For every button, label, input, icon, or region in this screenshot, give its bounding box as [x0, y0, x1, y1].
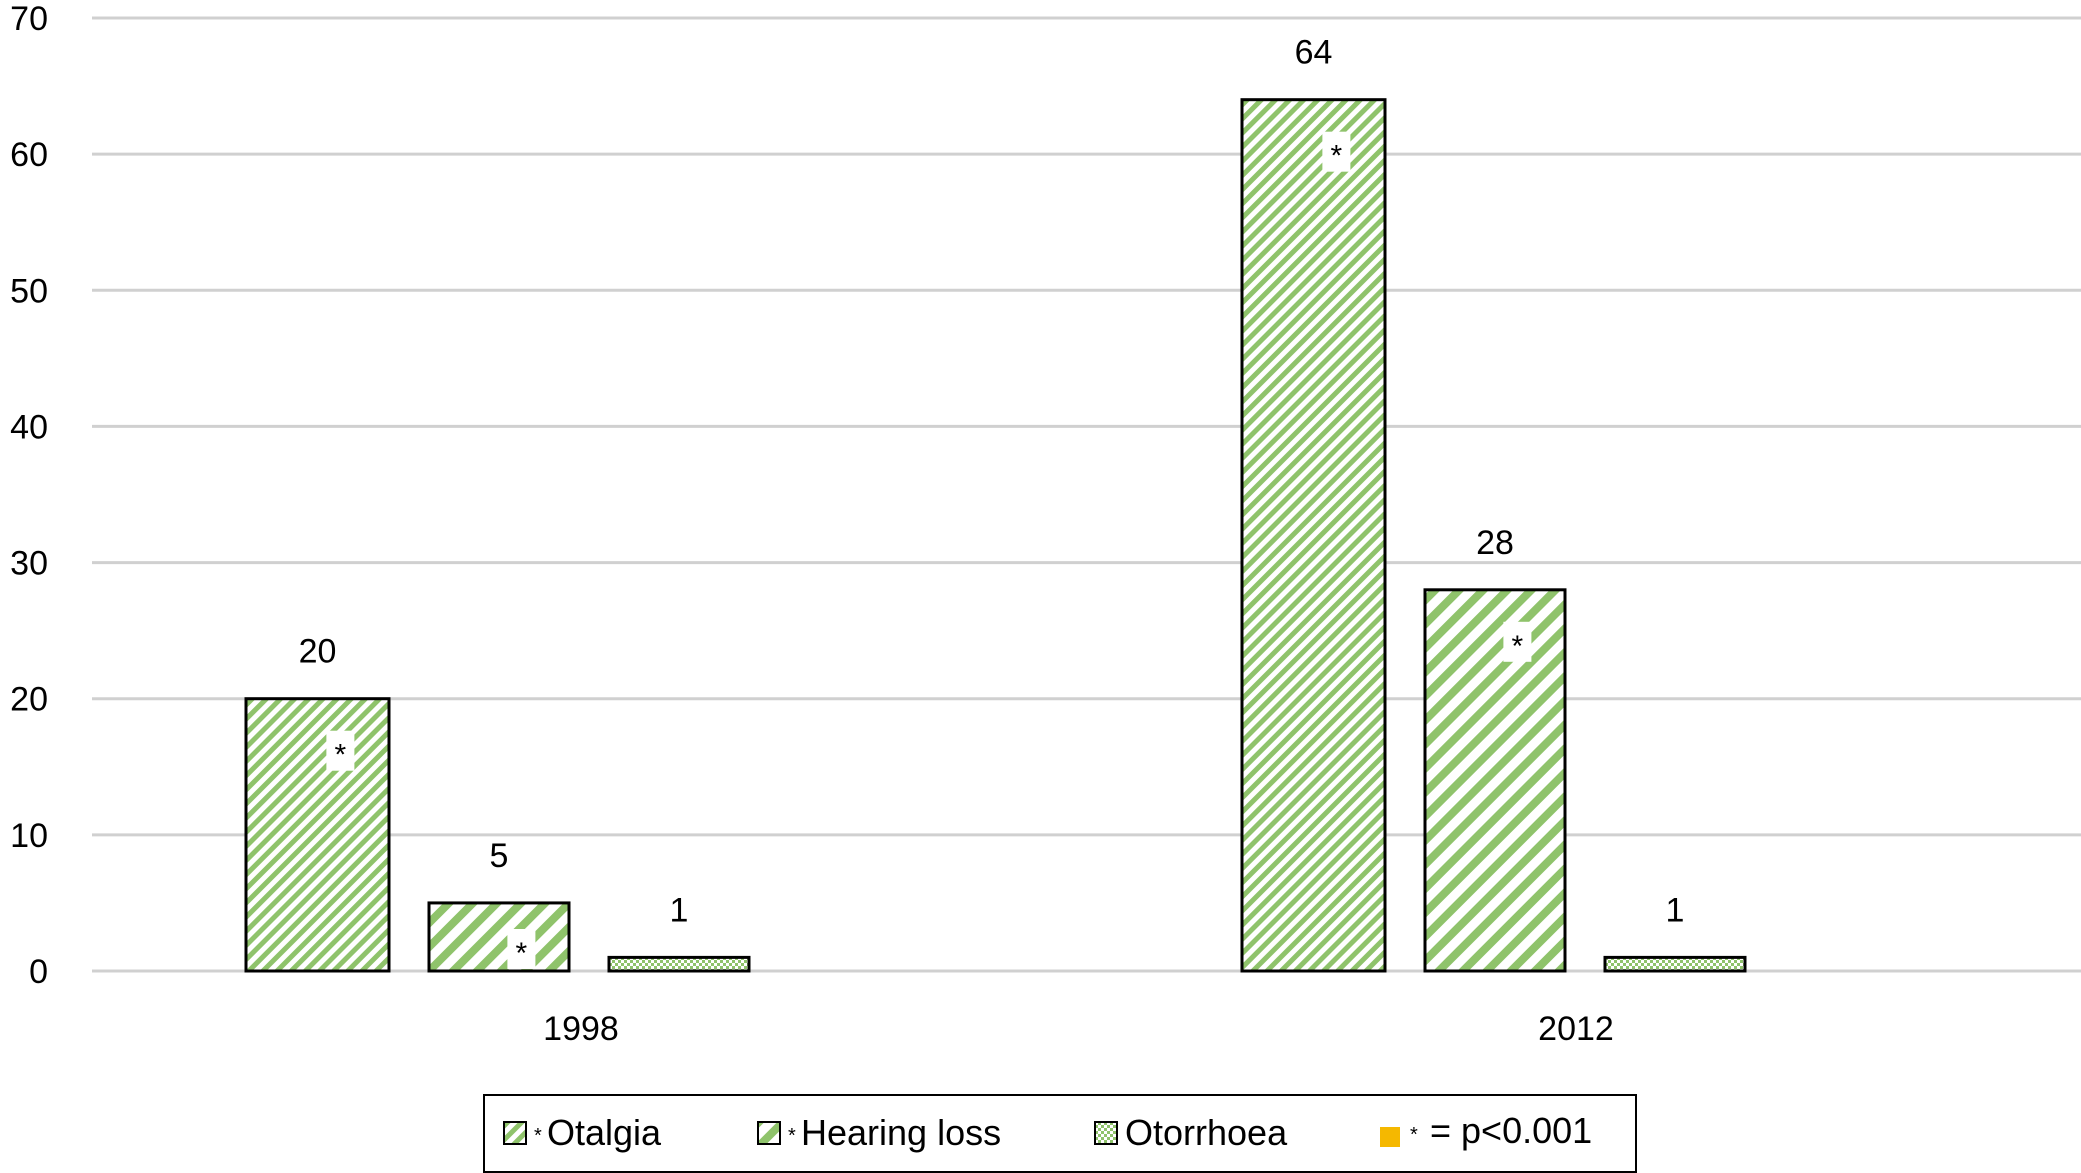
- y-axis-ticks: 0 10 20 30 40 50 60 70: [10, 0, 48, 991]
- significance-marker-bg: [507, 929, 536, 969]
- y-tick-label: 70: [10, 0, 48, 38]
- x-category-label: 1998: [543, 1010, 619, 1048]
- y-tick-label: 10: [10, 817, 48, 855]
- legend-note-text: = p<0.001: [1430, 1110, 1592, 1151]
- significance-marker-bg: [1322, 131, 1351, 172]
- y-tick-label: 50: [10, 272, 48, 310]
- legend-swatch: [503, 1121, 527, 1145]
- y-tick-label: 0: [29, 953, 48, 991]
- y-tick-label: 40: [10, 408, 48, 446]
- x-axis-categories: 1998 2012: [543, 1010, 1614, 1048]
- significance-marker-bg: [326, 730, 355, 771]
- significance-marker-bg: [1503, 621, 1532, 662]
- bar-otalgia-1998: [244, 697, 391, 973]
- legend-marker: *: [534, 1125, 542, 1147]
- data-label: 64: [1295, 34, 1333, 72]
- bar-otorrhoea-1998: [607, 955, 751, 973]
- data-label: 20: [299, 633, 337, 671]
- bar-otorrhoea-2012: [1603, 955, 1747, 973]
- legend-label: Hearing loss: [801, 1112, 1001, 1153]
- bar-hearing-loss-1998: [427, 901, 571, 973]
- legend: * Otalgia * Hearing loss Otorrhoea * = p<0.001: [483, 1094, 1637, 1173]
- legend-swatch: [1094, 1121, 1118, 1145]
- data-label: 1: [670, 891, 689, 929]
- legend-note-swatch: [1380, 1127, 1400, 1147]
- legend-note-marker: *: [1410, 1124, 1418, 1146]
- y-tick-label: 20: [10, 681, 48, 719]
- y-tick-label: 30: [10, 545, 48, 583]
- bars: 20 * 64 * 5 * 28 * 1 1: [244, 34, 1747, 973]
- bar-hearing-loss-2012: [1423, 588, 1567, 973]
- data-label: 1: [1666, 891, 1685, 929]
- legend-marker: *: [788, 1125, 796, 1147]
- bar-otalgia-2012: [1240, 98, 1387, 973]
- x-category-label: 2012: [1538, 1010, 1614, 1048]
- significance-marker: *: [516, 937, 528, 970]
- legend-label: Otorrhoea: [1125, 1112, 1288, 1153]
- legend-box: [483, 1094, 1637, 1173]
- y-tick-label: 60: [10, 136, 48, 174]
- gridlines: [92, 16, 2081, 973]
- significance-marker: *: [1512, 630, 1524, 663]
- significance-marker: *: [1331, 140, 1343, 173]
- legend-swatch: [757, 1121, 781, 1145]
- legend-label: Otalgia: [547, 1112, 662, 1153]
- data-label: 5: [490, 837, 509, 875]
- data-label: 28: [1476, 524, 1514, 562]
- significance-marker: *: [335, 739, 347, 772]
